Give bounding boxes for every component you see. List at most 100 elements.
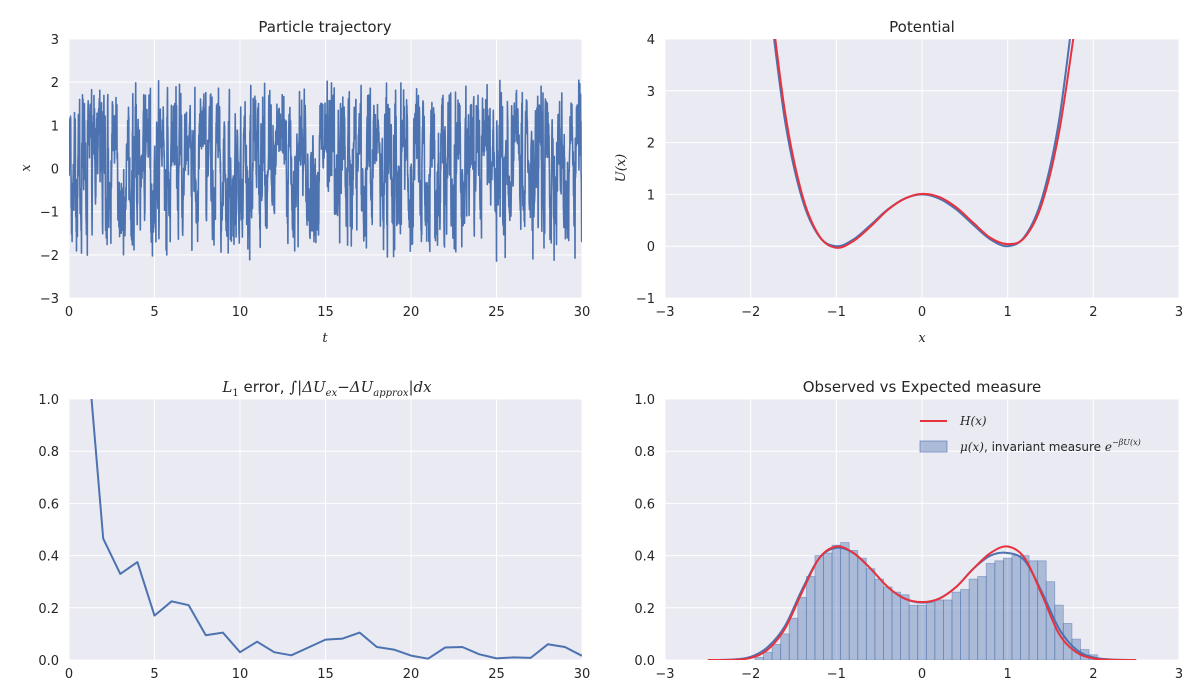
- hist-bar-16: [891, 591, 901, 660]
- x-tick-0: −3: [655, 305, 674, 320]
- x-tick-2: −1: [827, 305, 846, 320]
- series-group-2: [773, 39, 1075, 249]
- ticks-4: −3 −2 −1 0 1 2 3 0.0 0.2 0.4 0.6 0.8 1.0: [634, 393, 1183, 682]
- x-tick-1: −2: [741, 667, 760, 682]
- x-tick-3: 15: [317, 667, 334, 682]
- y-tick-5: 1.0: [634, 393, 655, 408]
- legend-mu-prefix: μ(x): [960, 440, 984, 454]
- y-tick-2: 1: [647, 188, 655, 203]
- x-tick-2: −1: [827, 667, 846, 682]
- title-l1-part-e: |dx: [409, 378, 433, 396]
- hist-bar-9: [831, 544, 842, 660]
- hist-bar-18: [908, 604, 919, 660]
- ylabel-1: x: [19, 164, 34, 172]
- hist-bar-13: [865, 568, 876, 660]
- y-tick-0: 0.0: [38, 654, 59, 669]
- hist-bar-33: [1037, 560, 1047, 660]
- legend-mu-sup: −βU(x): [1112, 438, 1141, 447]
- title-l1-sub-c: ex: [326, 388, 338, 399]
- hist-bar-23: [951, 591, 961, 660]
- y-tick-1: 0.2: [38, 602, 59, 617]
- histogram-bars: [754, 542, 1099, 660]
- x-tick-0: −3: [655, 667, 674, 682]
- y-tick-1: 0.2: [634, 602, 655, 617]
- title-l1-sub-d: approx: [373, 388, 409, 399]
- x-tick-5: 2: [1089, 305, 1097, 320]
- y-tick-3: 0.6: [634, 497, 655, 512]
- xlabel-2: x: [918, 331, 926, 346]
- x-tick-0: 0: [65, 305, 73, 320]
- series-line-0-0: [69, 79, 582, 262]
- title-observed-vs-expected: Observed vs Expected measure: [803, 378, 1042, 396]
- x-tick-1: 5: [150, 305, 158, 320]
- x-tick-3: 0: [918, 305, 926, 320]
- y-tick-4: 0.8: [634, 445, 655, 460]
- series-group-3: [90, 399, 582, 660]
- hist-bar-10: [840, 542, 850, 660]
- ticks-2: −3 −2 −1 0 1 2 3 −1 0 1 2 3 4: [636, 33, 1183, 320]
- hist-bar-5: [797, 596, 807, 660]
- hist-bar-22: [943, 599, 953, 660]
- hist-bar-17: [900, 594, 910, 660]
- title-l1-part-b: error,: [239, 378, 290, 396]
- series-line-2-0: [90, 399, 582, 660]
- y-tick-4: 3: [647, 85, 655, 100]
- y-tick-0: −3: [40, 292, 59, 307]
- x-tick-2: 10: [232, 305, 249, 320]
- grid-3: [68, 398, 583, 661]
- hist-bar-6: [805, 576, 816, 660]
- title-potential: Potential: [889, 18, 955, 36]
- hist-bar-28: [994, 560, 1004, 660]
- x-tick-0: 0: [65, 667, 73, 682]
- hist-bar-3: [780, 633, 790, 660]
- hist-bar-0: [754, 656, 764, 660]
- hist-bar-14: [874, 578, 884, 660]
- x-tick-1: −2: [741, 305, 760, 320]
- x-tick-4: 20: [403, 667, 420, 682]
- x-tick-6: 30: [574, 305, 591, 320]
- legend-label-mu: μ(x), invariant measure e−βU(x): [960, 438, 1141, 454]
- x-tick-3: 15: [317, 305, 334, 320]
- chart-particle-trajectory: 0 5 10 15 20 25 30 −3 −2 −1 0 1 2 3 Particle trajecto…: [19, 18, 590, 346]
- legend-swatch-mu: [919, 440, 948, 453]
- hist-bar-15: [883, 586, 893, 660]
- y-tick-3: 2: [647, 137, 655, 152]
- x-tick-2: 10: [232, 667, 249, 682]
- x-tick-4: 1: [1004, 305, 1012, 320]
- legend-mu-suffix: e: [1105, 440, 1112, 454]
- y-tick-1: 0: [647, 240, 655, 255]
- hist-bar-21: [934, 599, 944, 660]
- y-tick-5: 4: [647, 33, 655, 48]
- hist-bar-19: [917, 604, 927, 660]
- y-tick-2: 0.4: [634, 550, 655, 565]
- legend-mu-mid: , invariant measure: [984, 440, 1105, 454]
- hist-bar-30: [1011, 555, 1021, 660]
- series-group-4: [707, 545, 1137, 660]
- y-tick-4: 1: [51, 119, 59, 134]
- title-l1-error: L1 error, ∫|ΔUex−ΔUapprox|dx: [221, 378, 432, 399]
- x-tick-1: 5: [150, 667, 158, 682]
- chart-observed-vs-expected: −3 −2 −1 0 1 2 3 0.0 0.2 0.4 0.6 0.8 1.0 Observed vs…: [634, 378, 1183, 682]
- hist-bar-12: [857, 557, 867, 660]
- hist-bar-8: [823, 552, 833, 660]
- ticks-1: 0 5 10 15 20 25 30 −3 −2 −1 0 1 2 3: [40, 33, 590, 320]
- hist-bar-27: [985, 563, 996, 660]
- legend: H(x) μ(x), invariant measure e−βU(x): [919, 414, 1141, 454]
- chart-l1-error: 0 5 10 15 20 25 30 0.0 0.2 0.4 0.6 0.8 1.0 L1 error,…: [38, 378, 591, 682]
- ylabel-2: U(x): [614, 154, 629, 182]
- series-line-1-1: [774, 39, 1075, 249]
- x-tick-6: 3: [1175, 305, 1183, 320]
- title-l1-part-c: ∫|ΔU: [289, 378, 327, 396]
- hist-bar-20: [925, 602, 936, 660]
- x-tick-6: 3: [1175, 667, 1183, 682]
- x-tick-5: 2: [1089, 667, 1097, 682]
- x-tick-3: 0: [918, 667, 926, 682]
- series-line-3-1: [707, 545, 1137, 660]
- y-tick-0: 0.0: [634, 654, 655, 669]
- x-tick-6: 30: [574, 667, 591, 682]
- y-tick-0: −1: [636, 292, 655, 307]
- chart-potential: −3 −2 −1 0 1 2 3 −1 0 1 2 3 4 Potential x U(x): [614, 18, 1183, 346]
- y-tick-5: 2: [51, 76, 59, 91]
- hist-bar-26: [977, 576, 987, 660]
